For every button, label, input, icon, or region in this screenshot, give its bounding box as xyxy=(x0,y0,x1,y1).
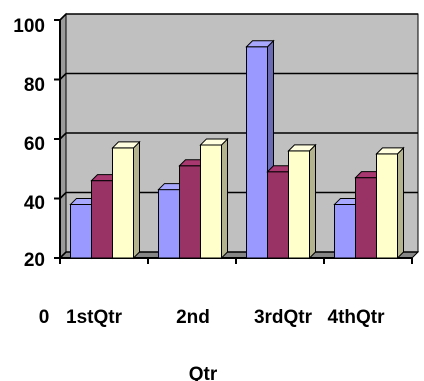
y-tick-label: 60 xyxy=(24,134,45,155)
x-tick-label: 1stQtr xyxy=(66,307,123,328)
y-axis-tick-labels: 20 40 60 80 100 xyxy=(13,16,45,271)
x-tick-label: 4thQtr xyxy=(328,307,386,328)
x-tick-label: 3rdQtr xyxy=(254,307,313,328)
bar xyxy=(287,143,317,260)
gridline xyxy=(59,72,418,81)
bar xyxy=(111,140,141,260)
y-tick-label: 80 xyxy=(24,75,45,96)
y-tick-label: 100 xyxy=(13,16,45,37)
gridline xyxy=(59,132,418,140)
y-tick-label: 40 xyxy=(24,193,45,214)
x-axis-title: Qtr xyxy=(189,364,218,381)
bar xyxy=(375,146,405,260)
x-axis-tick-labels: 0 1stQtr 2nd 3rdQtr 4thQtr xyxy=(39,307,385,328)
x-category-prefix: 0 xyxy=(39,307,50,328)
y-tick-label: 20 xyxy=(24,250,45,271)
gridline xyxy=(59,13,418,21)
bar xyxy=(199,137,229,260)
bars xyxy=(69,39,405,260)
x-tick-label: 2nd xyxy=(176,307,210,328)
